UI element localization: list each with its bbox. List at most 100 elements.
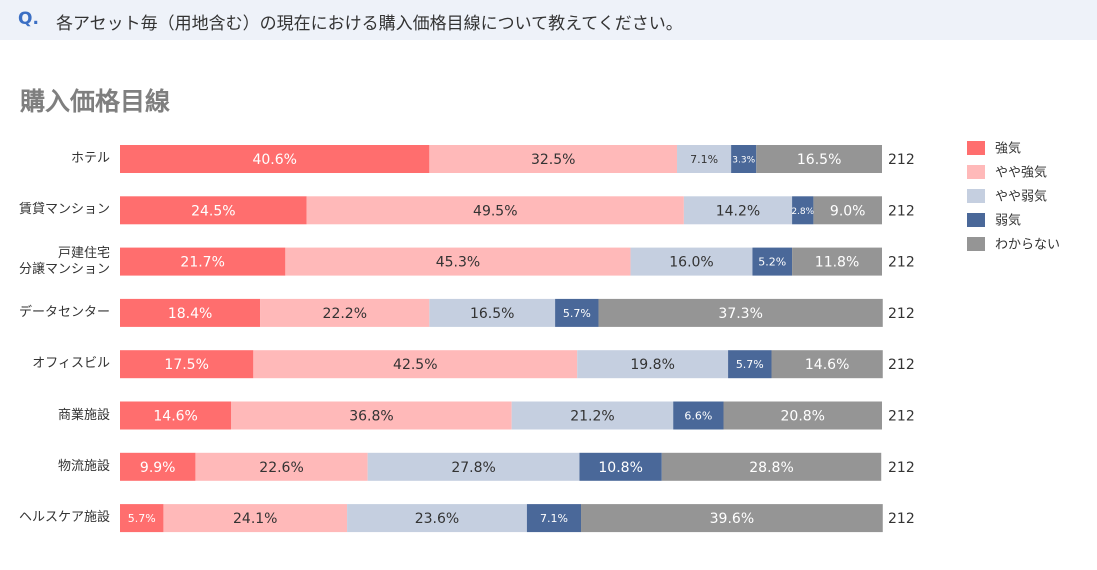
total-label: 212 xyxy=(888,409,915,425)
bar-segment xyxy=(347,504,527,533)
bar-segment xyxy=(756,145,882,173)
legend-label: わからない xyxy=(995,238,1060,253)
bar-segment xyxy=(367,452,580,481)
bar-segment xyxy=(661,452,882,481)
bar-segment xyxy=(683,196,793,225)
value-label: 17.5% xyxy=(164,357,208,373)
bar-segment xyxy=(526,504,582,533)
value-label: 40.6% xyxy=(252,152,296,168)
question-bar: Q. 各アセット毎（用地含む）の現在における購入価格目線について教えてください。 xyxy=(0,0,1097,40)
value-label: 6.6% xyxy=(684,410,712,423)
bar-segment xyxy=(260,298,430,327)
bar-segment xyxy=(792,247,882,276)
value-label: 19.8% xyxy=(630,357,674,373)
value-label: 7.1% xyxy=(690,153,718,166)
value-label: 21.2% xyxy=(570,409,614,425)
value-label: 14.2% xyxy=(716,203,760,219)
bar-segment xyxy=(120,196,307,225)
bar-segment xyxy=(120,401,232,430)
category-label: 賃貸マンション xyxy=(18,202,110,218)
category-label: データセンター xyxy=(18,304,110,320)
value-label: 5.2% xyxy=(758,256,786,269)
value-label: 16.0% xyxy=(669,255,713,271)
total-label: 212 xyxy=(888,357,915,373)
total-label: 212 xyxy=(888,306,915,322)
value-label: 16.5% xyxy=(470,306,514,322)
category-label: 物流施設 xyxy=(57,458,110,474)
chart-title: 購入価格目線 xyxy=(20,87,171,116)
total-label: 212 xyxy=(888,255,915,271)
bar-segment xyxy=(579,452,662,481)
legend-label: やや強気 xyxy=(995,165,1047,181)
value-label: 36.8% xyxy=(349,409,393,425)
value-label: 9.0% xyxy=(830,203,866,219)
legend-swatch xyxy=(967,237,985,251)
bar-segment xyxy=(120,452,196,481)
bar-segment xyxy=(555,298,599,327)
value-label: 49.5% xyxy=(473,203,517,219)
legend-label: 強気 xyxy=(995,141,1021,157)
bar-segment xyxy=(577,350,729,379)
bar-segment xyxy=(285,247,631,276)
bar-segment xyxy=(120,247,286,276)
value-label: 2.8% xyxy=(791,207,814,217)
value-label: 37.3% xyxy=(718,306,762,322)
total-label: 212 xyxy=(888,152,915,168)
category-label: ホテル xyxy=(70,151,110,166)
bar-segment xyxy=(673,401,724,430)
value-label: 21.7% xyxy=(180,255,224,271)
bar-segment xyxy=(728,350,772,379)
value-label: 9.9% xyxy=(140,460,176,476)
value-label: 10.8% xyxy=(598,460,642,476)
bar-segment xyxy=(581,504,883,533)
bar-segment xyxy=(231,401,512,430)
value-label: 3.3% xyxy=(732,156,755,166)
legend-swatch xyxy=(967,213,985,227)
bar-segment xyxy=(120,350,254,379)
value-label: 20.8% xyxy=(781,409,825,425)
bar-segment xyxy=(511,401,674,430)
total-label: 212 xyxy=(888,203,915,219)
total-label: 212 xyxy=(888,460,915,476)
bar-segment xyxy=(120,145,430,173)
value-label: 18.4% xyxy=(168,306,212,322)
bar-segment xyxy=(120,298,261,327)
value-label: 16.5% xyxy=(797,152,841,168)
bar-segment xyxy=(429,145,678,173)
value-label: 32.5% xyxy=(531,152,575,168)
bar-segment xyxy=(598,298,883,327)
legend-label: やや弱気 xyxy=(995,189,1047,205)
bar-segment xyxy=(429,298,556,327)
value-label: 22.2% xyxy=(323,306,367,322)
bar-segment xyxy=(120,504,164,533)
legend-label: 弱気 xyxy=(995,213,1021,229)
value-label: 28.8% xyxy=(749,460,793,476)
bar-segment xyxy=(677,145,732,173)
value-label: 22.6% xyxy=(259,460,303,476)
total-label: 212 xyxy=(888,511,915,527)
value-label: 5.7% xyxy=(736,358,764,371)
bar-segment xyxy=(195,452,368,481)
bar-segment xyxy=(752,247,793,276)
category-label: ヘルスケア施設 xyxy=(18,510,110,526)
value-label: 39.6% xyxy=(710,511,754,527)
category-label: 商業施設 xyxy=(57,407,110,423)
bar-segment xyxy=(771,350,883,379)
legend-swatch xyxy=(967,165,985,179)
bar-segment xyxy=(163,504,348,533)
value-label: 45.3% xyxy=(436,255,480,271)
value-label: 14.6% xyxy=(153,409,197,425)
bar-segment xyxy=(630,247,753,276)
value-label: 24.5% xyxy=(191,203,235,219)
bar-segment xyxy=(253,350,578,379)
legend-swatch xyxy=(967,141,985,155)
value-label: 42.5% xyxy=(393,357,437,373)
value-label: 5.7% xyxy=(128,512,156,525)
bar-segment xyxy=(813,196,882,225)
q-mark: Q. xyxy=(18,9,39,29)
value-label: 23.6% xyxy=(415,511,459,527)
legend-swatch xyxy=(967,189,985,203)
bar-segment xyxy=(723,401,882,430)
